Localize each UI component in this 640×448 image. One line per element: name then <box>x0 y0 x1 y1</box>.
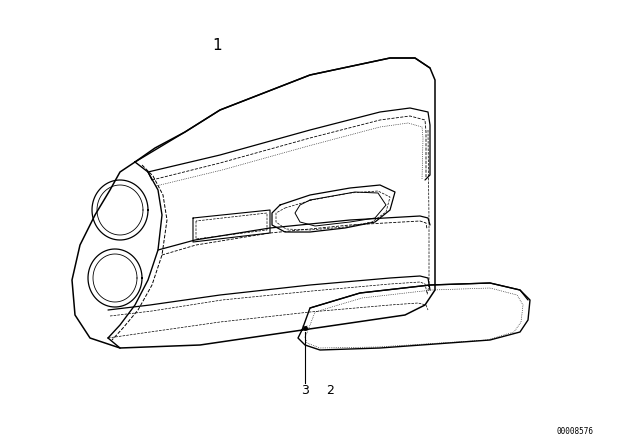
Text: 00008576: 00008576 <box>557 427 593 436</box>
Text: 3: 3 <box>301 383 309 396</box>
Text: 1: 1 <box>212 38 222 52</box>
Text: 2: 2 <box>326 383 334 396</box>
